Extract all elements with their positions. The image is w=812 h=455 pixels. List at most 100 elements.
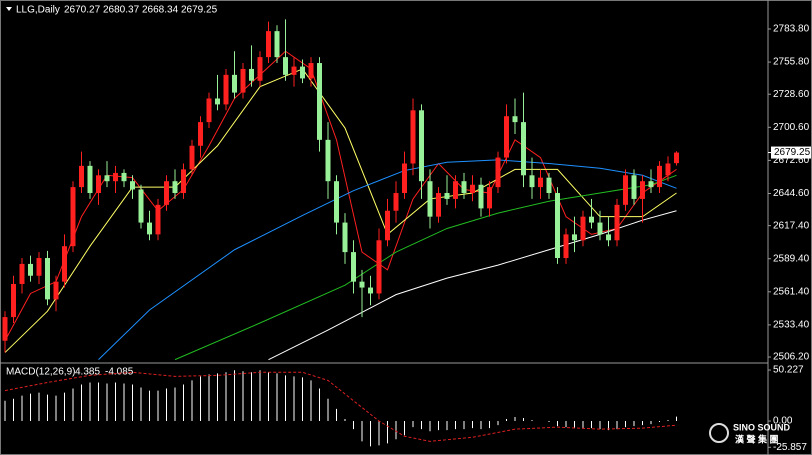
candle-body	[334, 181, 339, 223]
candle-body	[325, 139, 331, 182]
candle-body	[597, 222, 603, 235]
candle-body	[487, 187, 492, 209]
y-tick-label: 2672.60	[773, 155, 810, 166]
candle-body	[138, 189, 144, 223]
candle-body	[36, 258, 42, 276]
candle-body	[2, 317, 8, 341]
candle-body	[478, 184, 484, 209]
candle-body	[563, 234, 569, 259]
candle-body	[504, 116, 509, 158]
candle-body	[257, 57, 263, 81]
indicator-line	[268, 210, 677, 361]
y-tick-label: 2561.40	[773, 286, 810, 297]
candle-body	[87, 165, 93, 194]
candle-body	[121, 172, 127, 182]
y-tick-label: 2533.40	[773, 320, 810, 331]
candle-body	[181, 169, 186, 194]
price-tag	[771, 146, 811, 159]
y-tick-label: 2506.20	[773, 352, 810, 363]
y-tick-label: 2728.60	[773, 89, 810, 100]
candle-body	[580, 216, 586, 241]
candle-body	[359, 281, 365, 288]
candle-body	[249, 68, 254, 81]
candle-body	[342, 222, 348, 253]
y-tick-label: 2617.40	[773, 220, 810, 231]
candle-body	[495, 157, 501, 188]
symbol-title: LLG,Daily	[16, 5, 60, 16]
candle-body	[648, 181, 654, 188]
menu-arrow	[6, 7, 12, 11]
candle-body	[470, 184, 475, 194]
candle-body	[28, 263, 33, 276]
candle-body	[172, 181, 178, 194]
y-tick-label: 2783.80	[773, 24, 810, 35]
candle-body	[461, 181, 467, 194]
candle-body	[189, 145, 195, 170]
candle-body	[70, 187, 76, 247]
candle-body	[572, 234, 577, 241]
candle-body	[155, 204, 161, 235]
candle-body	[147, 222, 152, 235]
candle-body	[538, 177, 543, 188]
candle-body	[444, 193, 450, 199]
candle-body	[385, 210, 390, 241]
candle-body	[240, 68, 246, 93]
candle-body	[274, 31, 280, 58]
candle-body	[232, 74, 237, 93]
candle-body	[529, 175, 535, 188]
y-tick-label: 2644.60	[773, 188, 810, 199]
candle-body	[79, 165, 84, 188]
header: LLG,Daily 2670.27 2680.37 2668.34 2679.2…	[16, 5, 218, 16]
candle-body	[164, 181, 169, 205]
candle-body	[283, 57, 288, 75]
y-tick-label: 2700.60	[773, 122, 810, 133]
candle-body	[300, 66, 305, 79]
candle-body	[393, 193, 399, 211]
y-tick-label: 2755.80	[773, 57, 810, 68]
candle-body	[53, 281, 59, 300]
candle-body	[640, 181, 645, 199]
macd-title: MACD(12,26,9)	[6, 367, 75, 378]
candle-body	[62, 246, 67, 282]
candle-body	[555, 193, 560, 259]
indicator-line	[98, 159, 677, 360]
high-value: 2680.37	[103, 5, 140, 16]
candle-body	[104, 175, 110, 182]
logo-name: SINO SOUND	[733, 422, 791, 432]
candle-body	[674, 152, 679, 164]
candle-body	[45, 258, 50, 300]
candle-body	[130, 181, 135, 190]
y-tick-label: 0.00	[773, 416, 793, 427]
candle-body	[427, 181, 433, 217]
candle-body	[266, 31, 271, 58]
open-value: 2670.27	[64, 5, 101, 16]
candle-body	[223, 74, 229, 105]
logo-chinese: 漢 聲 集 團	[735, 433, 779, 444]
candle-body	[512, 116, 518, 123]
candle-body	[665, 163, 671, 176]
indicator-line	[4, 371, 677, 442]
candle-body	[410, 110, 416, 164]
macd-value: 4.385	[75, 367, 100, 378]
close-value: 2679.25	[181, 5, 218, 16]
candle-body	[657, 165, 662, 188]
candle-body	[198, 122, 203, 146]
candle-body	[215, 98, 220, 105]
logo: SINO SOUND 漢 聲 集 團	[709, 422, 791, 444]
low-value: 2668.34	[142, 5, 179, 16]
candle-body	[368, 287, 373, 294]
candle-body	[546, 177, 552, 194]
candle-body	[351, 252, 356, 282]
candle-body	[96, 175, 101, 194]
candle-body	[606, 234, 611, 241]
candle-body	[19, 263, 25, 285]
y-tick-label: 2589.40	[773, 253, 810, 264]
price-tag-label: 2679.25	[774, 147, 811, 158]
candle-body	[614, 204, 620, 241]
signal-value: -4.085	[105, 367, 134, 378]
candle-body	[589, 216, 594, 223]
candle-body	[308, 63, 314, 79]
indicator-line	[4, 50, 677, 341]
